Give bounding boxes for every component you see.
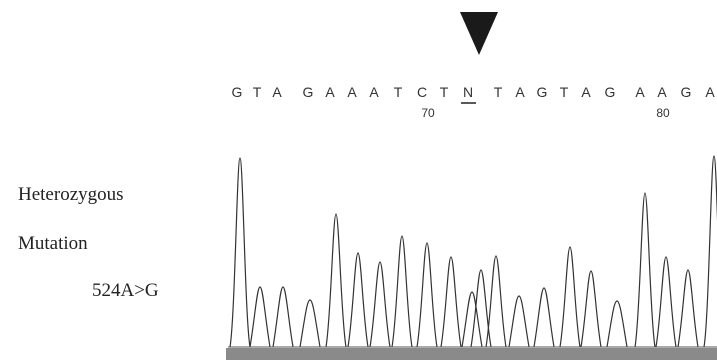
base: T bbox=[494, 84, 503, 100]
base: G bbox=[537, 84, 548, 100]
base: T bbox=[394, 84, 403, 100]
base: G bbox=[681, 84, 692, 100]
label: Heterozygous bbox=[18, 184, 124, 205]
base: A bbox=[515, 84, 525, 100]
base: A bbox=[635, 84, 645, 100]
base: A bbox=[369, 84, 379, 100]
position: 70 bbox=[421, 106, 435, 120]
chromatogram-figure: Heterozygous Mutation 524A>G GTAGAAATCTN… bbox=[0, 0, 717, 360]
position: 80 bbox=[656, 106, 670, 120]
base: T bbox=[440, 84, 449, 100]
base: C bbox=[417, 84, 427, 100]
base: T bbox=[560, 84, 569, 100]
base: A bbox=[347, 84, 357, 100]
label: 524A>G bbox=[92, 280, 159, 301]
base: A bbox=[657, 84, 667, 100]
base: A bbox=[272, 84, 282, 100]
base: G bbox=[303, 84, 314, 100]
base: A bbox=[325, 84, 335, 100]
base: A bbox=[705, 84, 715, 100]
base: A bbox=[581, 84, 591, 100]
baseline-bar bbox=[226, 348, 717, 360]
base: T bbox=[253, 84, 262, 100]
base: N bbox=[463, 84, 473, 100]
label: Mutation bbox=[18, 233, 88, 254]
base: G bbox=[232, 84, 243, 100]
base: G bbox=[605, 84, 616, 100]
background bbox=[0, 0, 717, 360]
